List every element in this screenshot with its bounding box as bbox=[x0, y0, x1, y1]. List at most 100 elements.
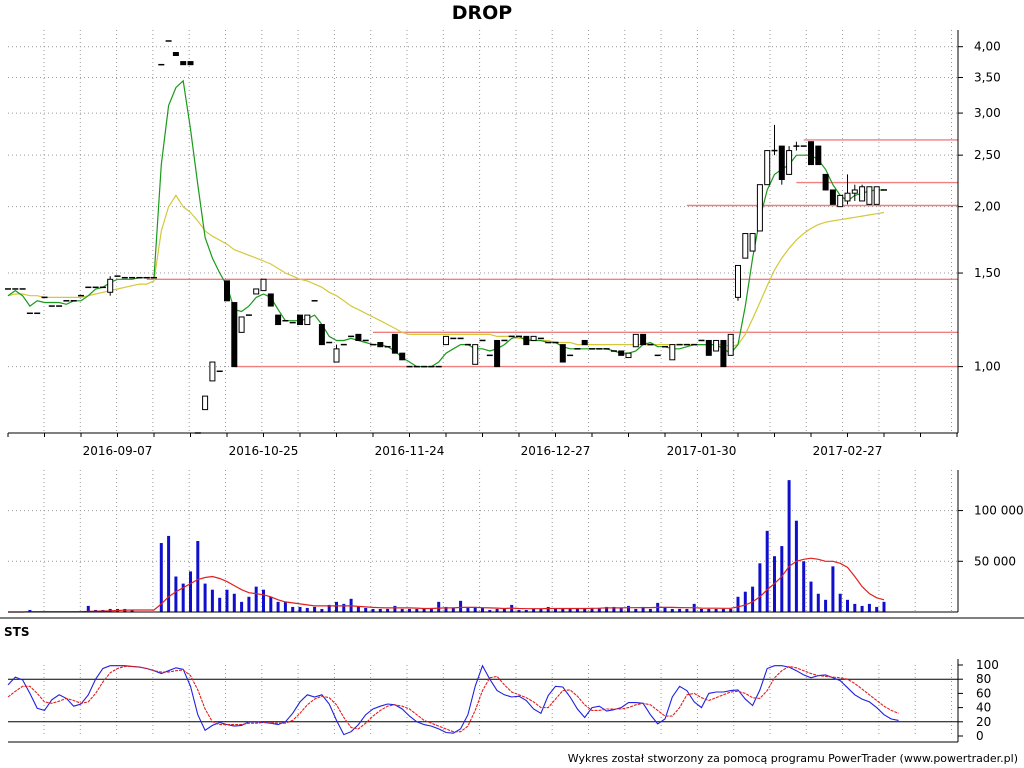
volume-bar bbox=[393, 605, 397, 612]
candle-body bbox=[705, 339, 712, 356]
candle-body bbox=[713, 339, 720, 352]
volume-bar bbox=[189, 571, 192, 612]
candle bbox=[172, 52, 179, 57]
volume-bar bbox=[196, 541, 200, 612]
volume-bar bbox=[232, 593, 236, 612]
price-tick-label: 2,50 bbox=[974, 148, 1001, 162]
sts-d-line bbox=[7, 665, 899, 733]
candle bbox=[581, 339, 588, 346]
volume-bar bbox=[356, 606, 360, 612]
candle-body bbox=[224, 280, 230, 302]
price-tick-label: 3,50 bbox=[974, 71, 1001, 85]
date-tick-label: 2017-02-27 bbox=[813, 444, 883, 458]
candle-body bbox=[231, 302, 238, 368]
volume-bar bbox=[802, 561, 806, 612]
volume-bar bbox=[605, 606, 609, 612]
volume-bar bbox=[262, 589, 265, 612]
volume-bar bbox=[422, 608, 426, 612]
candle bbox=[756, 184, 763, 232]
volume-bar bbox=[729, 608, 733, 612]
volume-bar bbox=[700, 608, 703, 612]
volume-bar bbox=[597, 607, 601, 612]
volume-bar bbox=[860, 605, 864, 612]
candle-body bbox=[764, 150, 771, 186]
candle-body bbox=[318, 324, 325, 346]
candle-body bbox=[581, 339, 588, 346]
candle bbox=[705, 339, 712, 356]
candle-body bbox=[187, 61, 194, 66]
volume-moving-average bbox=[8, 557, 885, 613]
candle bbox=[713, 339, 720, 352]
candle-body bbox=[859, 186, 866, 202]
price-tick-label: 3,00 bbox=[974, 106, 1001, 120]
volume-bar bbox=[459, 600, 463, 612]
candle-body bbox=[727, 333, 734, 356]
candle-body bbox=[355, 333, 362, 341]
volume-bar bbox=[561, 608, 565, 612]
volume-bars bbox=[28, 480, 886, 612]
volume-bar bbox=[678, 608, 682, 612]
volume-bar bbox=[400, 608, 404, 612]
candle bbox=[625, 352, 632, 359]
volume-bar bbox=[765, 530, 769, 612]
volume-bar bbox=[758, 563, 762, 612]
price-gridlines bbox=[8, 30, 958, 433]
volume-bar bbox=[707, 608, 711, 612]
volume-bar bbox=[524, 609, 528, 612]
volume-bar bbox=[218, 597, 222, 612]
volume-bar bbox=[539, 608, 543, 612]
candle bbox=[202, 395, 209, 411]
sts-tick-label: 60 bbox=[976, 686, 991, 700]
candle-body bbox=[815, 145, 822, 166]
volume-bar bbox=[575, 608, 579, 612]
candle-body bbox=[837, 194, 844, 208]
candle-body bbox=[172, 52, 179, 57]
volume-bar bbox=[298, 606, 302, 612]
candle bbox=[749, 233, 756, 252]
candle-body bbox=[275, 314, 282, 326]
candle bbox=[523, 335, 530, 346]
candle-body bbox=[720, 339, 727, 368]
volume-bar bbox=[546, 606, 550, 612]
volume-bar bbox=[335, 601, 338, 612]
candle-body bbox=[866, 186, 873, 205]
volume-tick-label: 100 000 bbox=[974, 504, 1024, 518]
candle-body bbox=[873, 186, 880, 205]
volume-bar bbox=[590, 607, 594, 612]
sts-tick-label: 100 bbox=[976, 658, 999, 672]
candle bbox=[253, 288, 260, 295]
volume-bar bbox=[612, 606, 616, 612]
date-tick-label: 2016-11-24 bbox=[375, 444, 445, 458]
candle-body bbox=[749, 233, 756, 252]
candle-body bbox=[640, 333, 647, 346]
volume-axis: 50 000 100 000 bbox=[0, 470, 1024, 619]
volume-bar bbox=[203, 583, 207, 612]
candle bbox=[640, 333, 647, 346]
volume-bar bbox=[853, 603, 857, 612]
candle bbox=[318, 324, 325, 346]
volume-bar bbox=[736, 596, 740, 612]
candle bbox=[231, 302, 238, 368]
volume-bar bbox=[167, 535, 171, 612]
candle-body bbox=[808, 141, 814, 166]
candle bbox=[224, 280, 230, 302]
candle bbox=[859, 184, 866, 202]
footer-credit: Wykres został stworzony za pomocą progra… bbox=[568, 752, 1018, 765]
candle bbox=[851, 184, 858, 201]
candle bbox=[238, 316, 245, 333]
volume-bar bbox=[867, 603, 871, 612]
candle-body bbox=[202, 395, 209, 411]
price-axis: 1,00 1,50 2,00 2,50 3,00 3,50 4,00 bbox=[957, 30, 1001, 433]
date-tick-label: 2017-01-30 bbox=[667, 444, 737, 458]
ma-slow-line bbox=[7, 194, 885, 348]
candle bbox=[822, 173, 829, 191]
volume-tick-label: 50 000 bbox=[974, 554, 1016, 568]
candle bbox=[618, 350, 625, 356]
volume-bar bbox=[466, 606, 470, 612]
date-axis: 2016-09-07 2016-10-25 2016-11-24 2016-12-27… bbox=[7, 432, 958, 458]
volume-bar bbox=[627, 605, 630, 612]
candle-body bbox=[253, 288, 260, 295]
candle-body bbox=[742, 233, 749, 259]
candle bbox=[297, 314, 303, 326]
